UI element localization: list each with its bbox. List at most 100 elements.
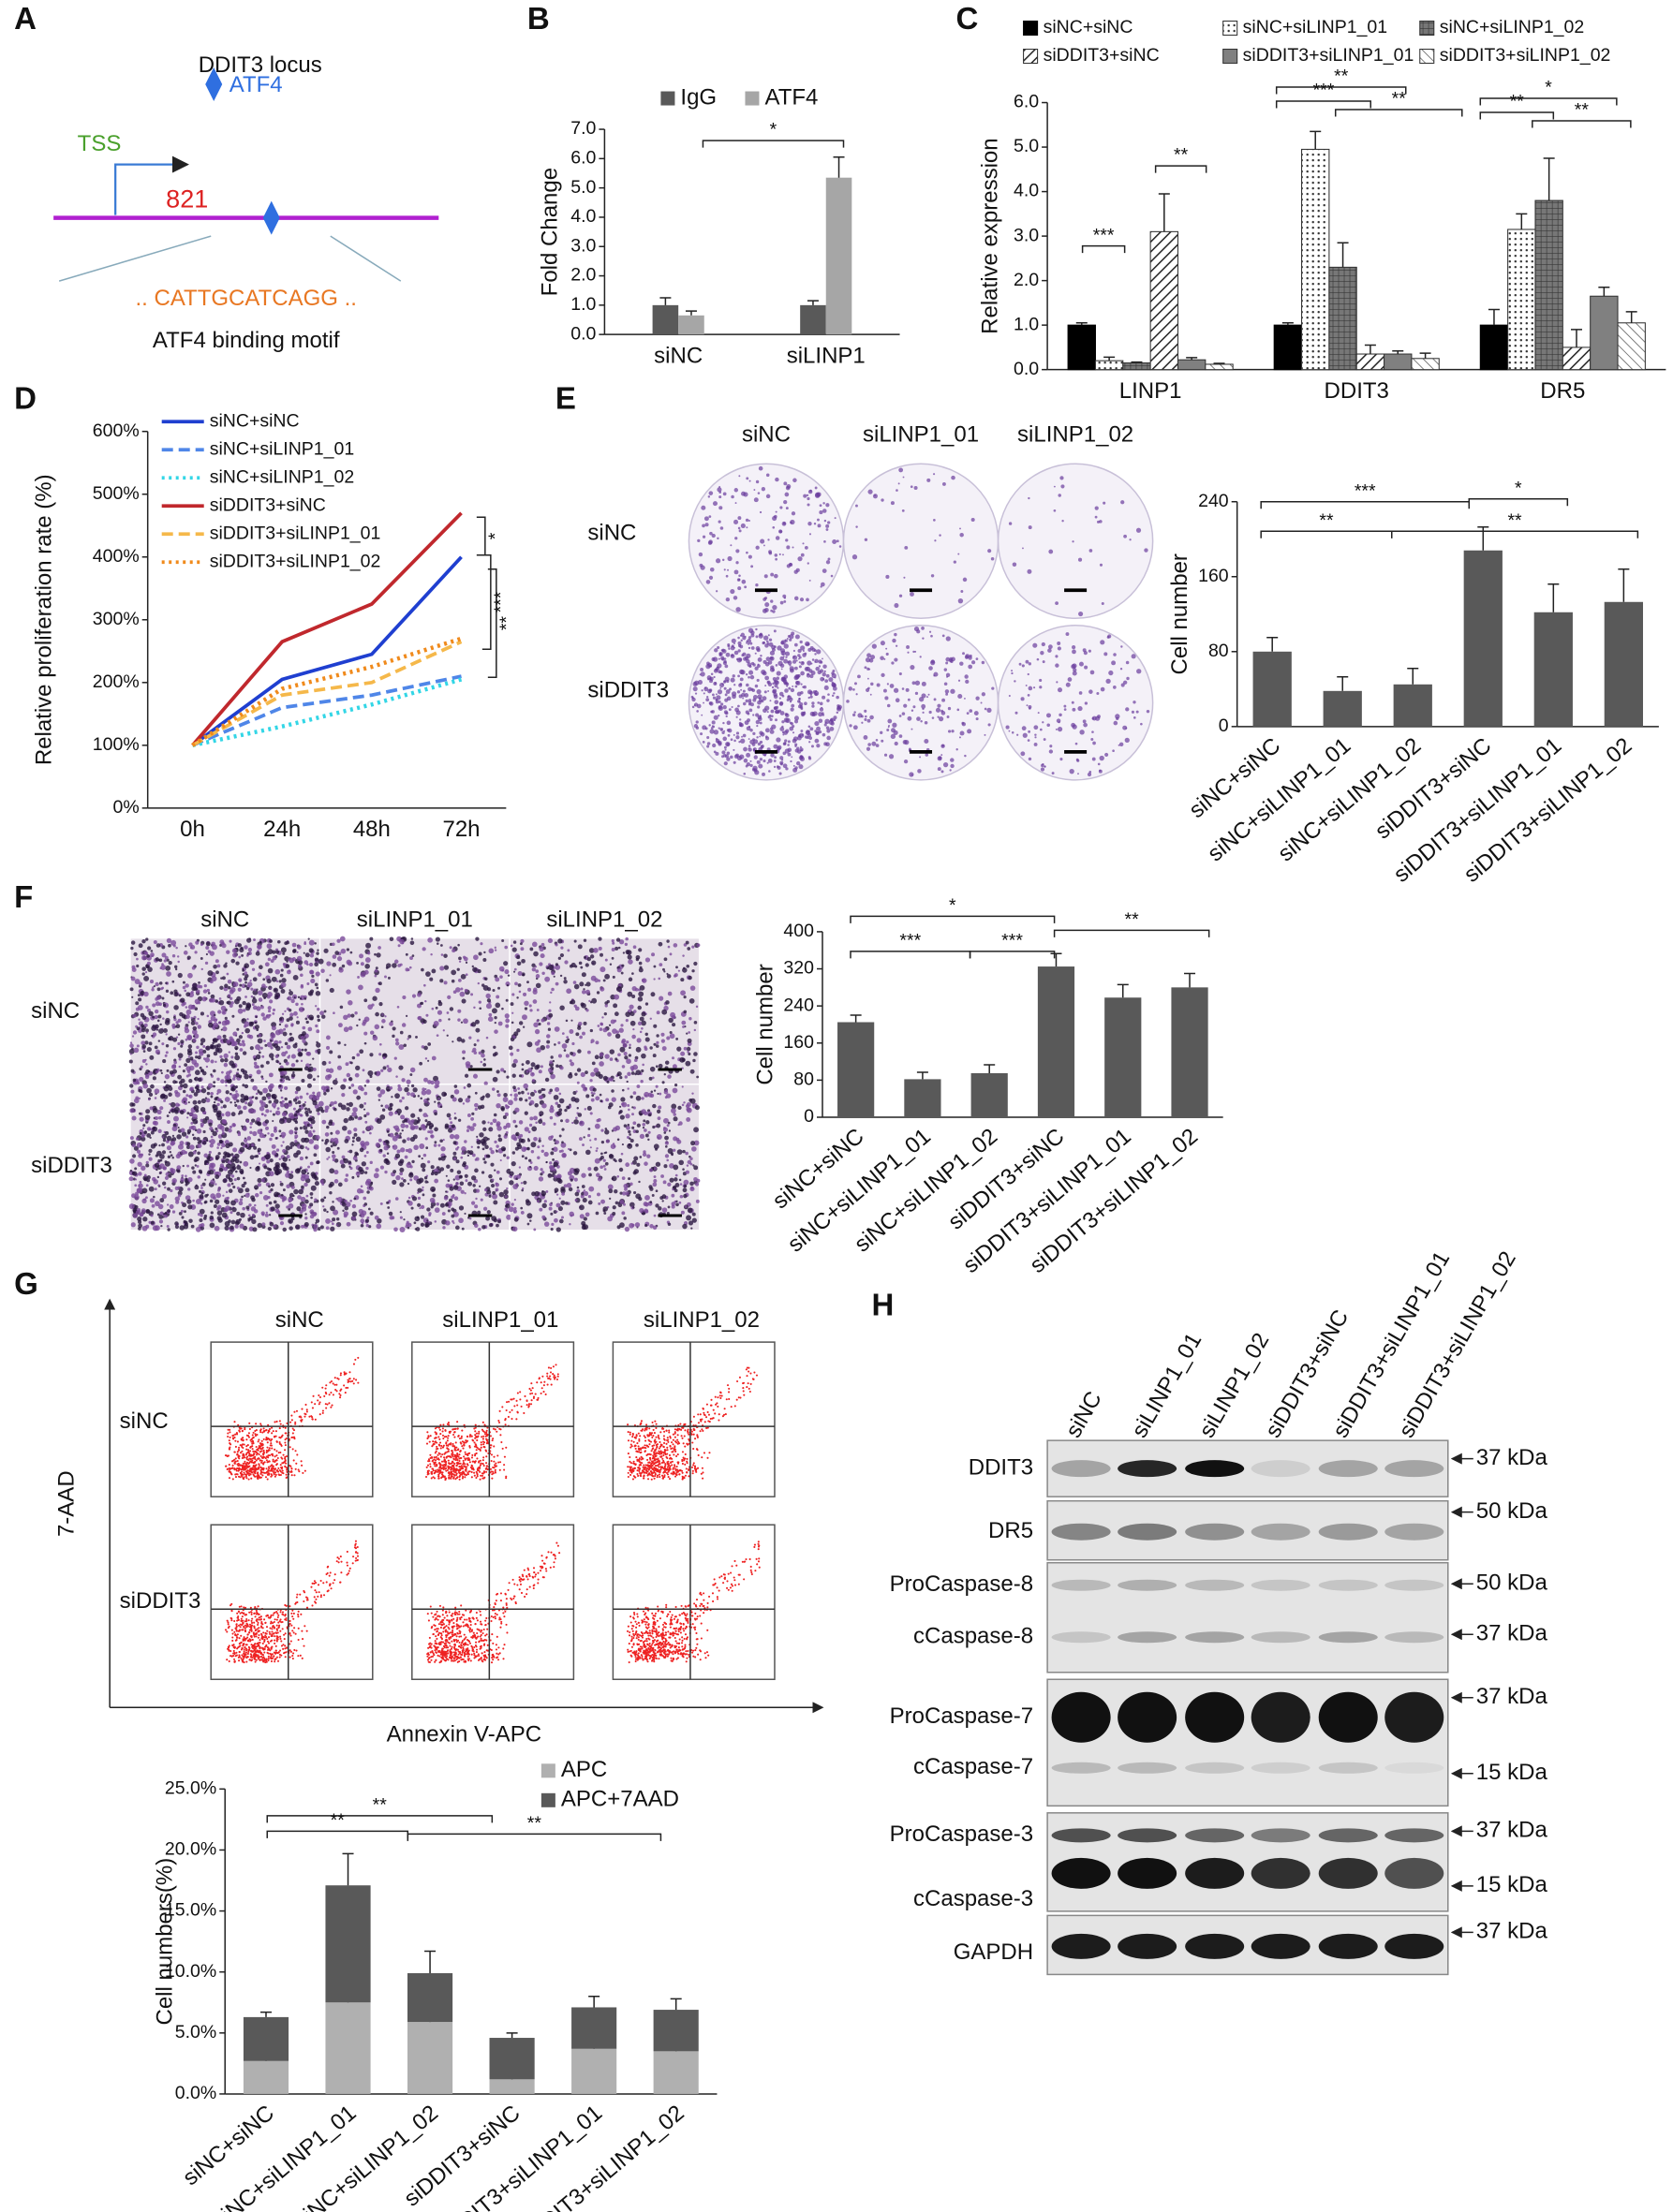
colony [892, 638, 896, 643]
cell [394, 1038, 399, 1042]
cell [293, 1010, 298, 1016]
cell [185, 1009, 192, 1015]
colony [826, 699, 830, 702]
cell [306, 1108, 311, 1112]
cell [315, 1024, 318, 1028]
y-tick-label: 10.0% [165, 1961, 216, 1982]
cell [559, 1066, 564, 1070]
cell [343, 1026, 349, 1033]
cell [199, 1171, 203, 1174]
cell [626, 1058, 631, 1065]
cell [137, 1187, 142, 1194]
colony [701, 714, 703, 716]
cell [190, 990, 194, 994]
colony [1042, 660, 1045, 664]
cell [365, 1112, 370, 1116]
y-tick-label: 4.0 [1014, 181, 1039, 201]
cell [315, 1005, 318, 1008]
y-axis-label: Cell numbers(%) [153, 1858, 178, 2026]
cell [685, 1060, 691, 1067]
colony [1022, 732, 1028, 738]
cell [269, 1083, 274, 1089]
colony [725, 741, 731, 747]
cell [346, 1072, 351, 1078]
cell [612, 941, 615, 945]
colony [1065, 632, 1070, 636]
colony [800, 553, 805, 557]
cell [475, 1027, 481, 1033]
colony [762, 597, 767, 601]
colony [766, 640, 769, 643]
colony [774, 756, 777, 759]
cell [275, 950, 280, 954]
bar [1562, 347, 1592, 371]
cell [162, 1138, 167, 1143]
cell [352, 1156, 358, 1161]
colony [1048, 549, 1054, 554]
significance-bracket [476, 516, 486, 556]
colony [1028, 496, 1030, 500]
colony [777, 529, 783, 534]
colony [807, 521, 812, 526]
colony [811, 701, 815, 705]
colony [721, 558, 725, 562]
cell [217, 1186, 221, 1190]
cell [221, 1159, 226, 1164]
cell [300, 1059, 304, 1062]
colony [760, 538, 765, 544]
cell [192, 1035, 196, 1038]
cell [351, 1175, 355, 1179]
cell [404, 1086, 409, 1093]
cell [204, 1116, 210, 1121]
cell [240, 1212, 245, 1218]
significance-bracket [1479, 97, 1618, 106]
colony [1089, 670, 1095, 675]
cell [634, 1058, 638, 1063]
colony [1071, 664, 1076, 670]
cell [365, 942, 372, 949]
colony [1078, 691, 1083, 695]
cell [207, 1083, 214, 1089]
colony [765, 494, 771, 499]
cell [161, 1143, 165, 1147]
colony [901, 712, 906, 715]
cell [272, 950, 276, 954]
cell [305, 1020, 309, 1025]
cell [478, 1051, 482, 1055]
cell [343, 1014, 348, 1020]
cell [367, 951, 371, 955]
cell [209, 1127, 214, 1131]
cell [328, 1061, 332, 1064]
cell [386, 1065, 390, 1069]
cell [481, 1147, 485, 1151]
cell [256, 1069, 261, 1075]
cell [227, 1183, 231, 1187]
cell [331, 942, 335, 947]
cell [161, 1150, 167, 1155]
colony [825, 560, 831, 565]
cell [231, 1014, 235, 1018]
colony [851, 554, 858, 560]
colony [827, 693, 830, 696]
colony [910, 664, 915, 671]
colony [1011, 730, 1014, 734]
cell [472, 1047, 477, 1053]
cell [156, 1175, 160, 1179]
colony [777, 645, 782, 651]
cell [330, 1087, 333, 1090]
cell [229, 996, 233, 1000]
cell [340, 948, 347, 954]
cell [522, 973, 526, 977]
cell [136, 1026, 141, 1031]
cell [143, 1130, 148, 1135]
colony [816, 649, 822, 655]
cell [559, 952, 565, 958]
cell [229, 939, 232, 943]
colony [758, 763, 763, 769]
cell [344, 1177, 348, 1183]
colony [902, 476, 905, 479]
cell [186, 1116, 189, 1119]
colony [702, 741, 705, 744]
colony [725, 597, 731, 602]
colony [822, 509, 827, 513]
